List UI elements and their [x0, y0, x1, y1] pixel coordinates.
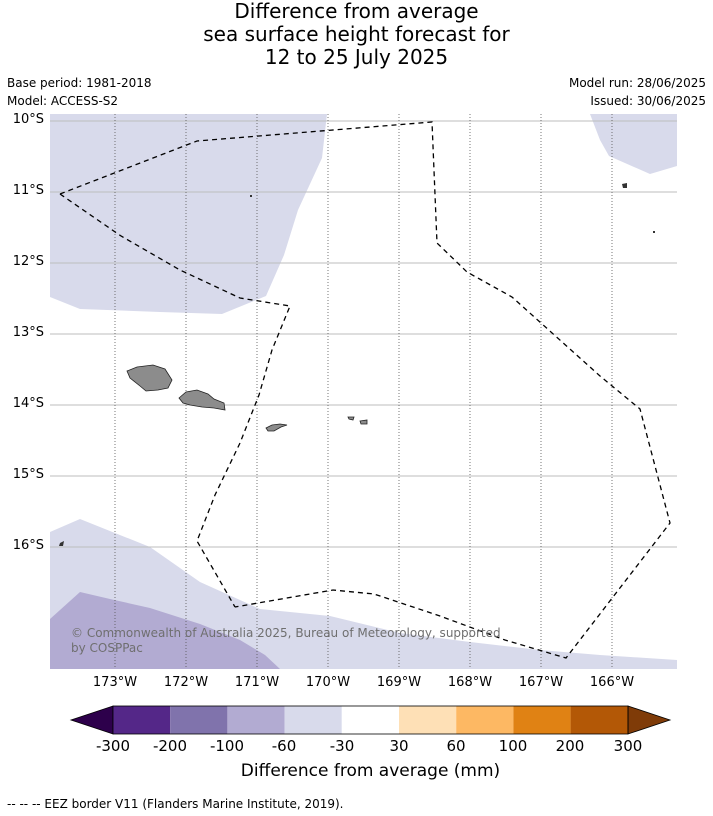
lat-label-11s: 11°S	[12, 183, 44, 198]
colorbar-tick-100: 100	[498, 737, 528, 755]
lat-label-15s: 15°S	[12, 467, 44, 482]
meta-right: Model run: 28/06/2025 Issued: 30/06/2025	[569, 74, 706, 110]
colorbar	[69, 705, 672, 735]
colorbar-tick-60: 60	[446, 737, 466, 755]
map-area	[50, 114, 677, 669]
map-title: Difference from average sea surface heig…	[0, 0, 713, 69]
colorbar-bin-7	[456, 706, 514, 734]
lon-label-170w: 170°W	[305, 675, 351, 690]
island-swains	[622, 183, 627, 188]
model-name: Model: ACCESS-S2	[7, 94, 119, 108]
colorbar-tick-neg30: -30	[329, 737, 355, 755]
eez-border-samoa	[59, 193, 291, 608]
issued-date: Issued: 30/06/2025	[590, 94, 706, 108]
base-period: Base period: 1981-2018	[7, 76, 152, 90]
title-line-1: Difference from average	[234, 0, 479, 23]
eez-border-american-samoa	[59, 121, 671, 659]
latitude-gridlines	[50, 120, 677, 548]
colorbar-bin-8	[513, 706, 571, 734]
lon-label-171w: 171°W	[234, 675, 280, 690]
lon-label-166w: 166°W	[589, 675, 635, 690]
colorbar-tick-200: 200	[555, 737, 585, 755]
colorbar-bin-4	[284, 706, 342, 734]
island-tutuila	[265, 423, 288, 432]
colorbar-title: Difference from average (mm)	[240, 761, 501, 781]
title-line-2: sea surface height forecast for	[203, 22, 510, 46]
copyright-notice: © Commonwealth of Australia 2025, Bureau…	[71, 626, 501, 655]
island-manua-ofu	[347, 416, 355, 421]
colorbar-bin-9	[570, 706, 628, 734]
island-small-north	[250, 195, 252, 197]
meta-left: Base period: 1981-2018 Model: ACCESS-S2	[7, 74, 152, 110]
colorbar-tick-300: 300	[613, 737, 643, 755]
lat-label-16s: 16°S	[12, 538, 44, 553]
lon-label-173w: 173°W	[92, 675, 138, 690]
colorbar-bin-3	[227, 706, 285, 734]
colorbar-bin-6	[399, 706, 457, 734]
colorbar-bin-1	[113, 706, 171, 734]
island-small-southwest	[59, 541, 64, 546]
lat-label-14s: 14°S	[12, 396, 44, 411]
island-savaii	[126, 364, 173, 392]
island-small-east	[653, 231, 655, 233]
colorbar-tick-neg100: -100	[209, 737, 245, 755]
lon-label-168w: 168°W	[447, 675, 493, 690]
lat-label-12s: 12°S	[12, 254, 44, 269]
model-run: Model run: 28/06/2025	[568, 76, 706, 90]
colorbar-tick-neg300: -300	[95, 737, 131, 755]
anomaly-region-northwest	[50, 114, 327, 314]
colorbar-bin-5	[341, 706, 399, 734]
colorbar-tick-neg200: -200	[152, 737, 188, 755]
colorbar-tick-30: 30	[389, 737, 409, 755]
colorbar-outline	[112, 705, 629, 735]
island-upolu	[178, 389, 226, 411]
anomaly-region-southwest	[50, 592, 280, 669]
colorbar-tick-neg60: -60	[271, 737, 297, 755]
eez-footnote: -- -- -- EEZ border V11 (Flanders Marine…	[7, 797, 344, 811]
longitude-gridlines	[114, 114, 613, 669]
lat-label-13s: 13°S	[12, 325, 44, 340]
lon-label-172w: 172°W	[163, 675, 209, 690]
colorbar-extend-high	[627, 705, 672, 735]
lat-label-10s: 10°S	[12, 112, 44, 127]
island-manua-tau	[359, 419, 368, 425]
colorbar-extend-low	[69, 705, 114, 735]
lon-label-169w: 169°W	[376, 675, 422, 690]
lon-label-167w: 167°W	[518, 675, 564, 690]
colorbar-bin-2	[170, 706, 228, 734]
title-line-3: 12 to 25 July 2025	[264, 45, 449, 69]
